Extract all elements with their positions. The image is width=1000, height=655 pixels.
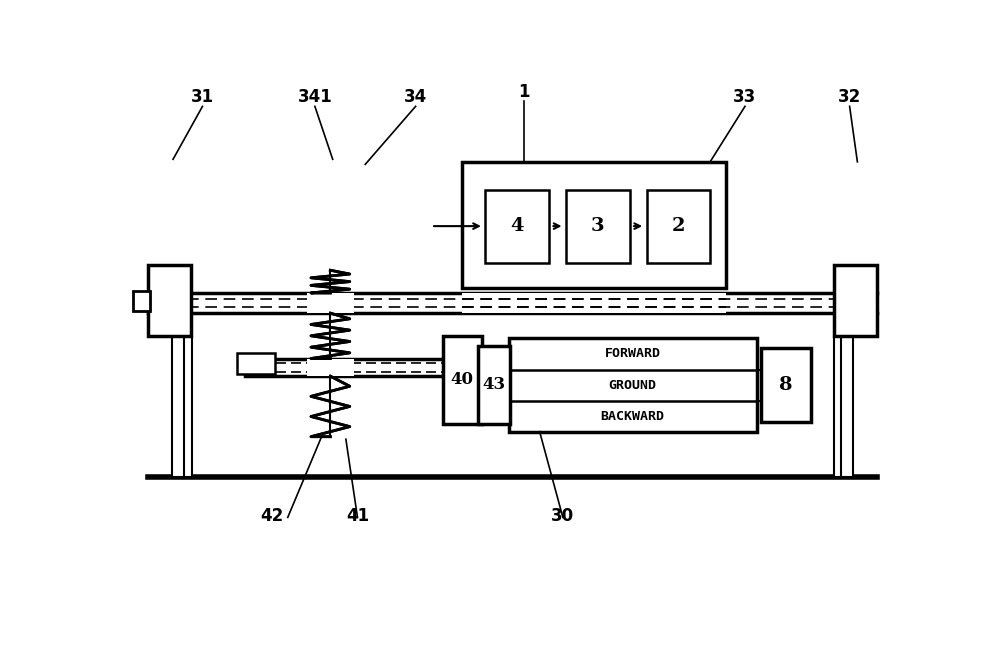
FancyBboxPatch shape [566, 189, 630, 263]
Text: 341: 341 [298, 88, 332, 106]
FancyBboxPatch shape [478, 346, 510, 424]
Text: GROUND: GROUND [609, 379, 657, 392]
FancyBboxPatch shape [647, 189, 710, 263]
Text: 43: 43 [482, 377, 505, 394]
Text: 41: 41 [346, 507, 369, 525]
Text: 8: 8 [779, 376, 792, 394]
Text: 32: 32 [838, 88, 861, 106]
FancyBboxPatch shape [509, 339, 757, 432]
Text: 30: 30 [551, 507, 574, 525]
FancyBboxPatch shape [172, 336, 184, 477]
Text: 4: 4 [510, 217, 524, 235]
FancyBboxPatch shape [761, 348, 811, 422]
FancyBboxPatch shape [834, 336, 843, 477]
Text: FORWARD: FORWARD [605, 347, 661, 360]
Text: 33: 33 [733, 88, 757, 106]
Text: 42: 42 [261, 507, 284, 525]
Text: 1: 1 [518, 83, 530, 102]
FancyBboxPatch shape [133, 291, 150, 311]
Text: 34: 34 [404, 88, 427, 106]
Text: BACKWARD: BACKWARD [601, 409, 665, 422]
FancyBboxPatch shape [307, 293, 354, 313]
FancyBboxPatch shape [485, 189, 549, 263]
FancyBboxPatch shape [148, 265, 191, 336]
FancyBboxPatch shape [307, 358, 354, 376]
Text: 31: 31 [191, 88, 214, 106]
FancyBboxPatch shape [841, 336, 853, 477]
FancyBboxPatch shape [462, 293, 726, 313]
FancyBboxPatch shape [462, 162, 726, 288]
FancyBboxPatch shape [443, 336, 482, 424]
FancyBboxPatch shape [183, 336, 192, 477]
Text: 40: 40 [451, 371, 474, 388]
FancyBboxPatch shape [237, 354, 275, 373]
Text: 2: 2 [672, 217, 685, 235]
Text: 3: 3 [591, 217, 605, 235]
FancyBboxPatch shape [834, 265, 877, 336]
